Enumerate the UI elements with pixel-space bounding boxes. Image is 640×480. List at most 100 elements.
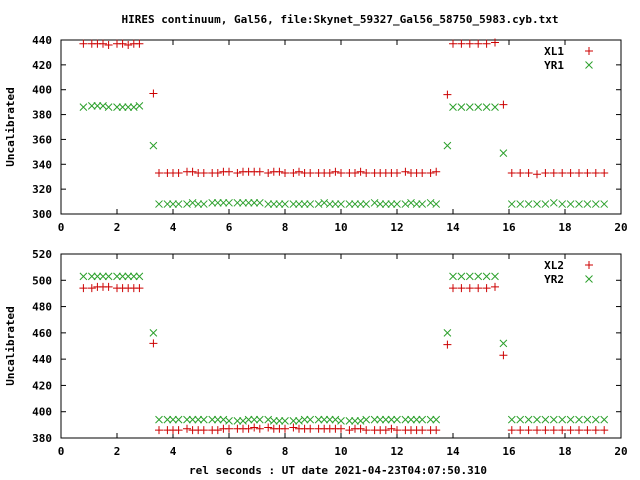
- data-point: [449, 272, 457, 281]
- data-point: [583, 200, 592, 208]
- data-point: [541, 426, 550, 435]
- data-point: [362, 426, 371, 435]
- data-point: [244, 424, 253, 433]
- data-point: [524, 426, 533, 435]
- data-point: [583, 426, 592, 435]
- data-point: [558, 168, 567, 177]
- data-point: [79, 103, 88, 111]
- data-point: [387, 424, 396, 433]
- data-point: [188, 415, 197, 424]
- data-point: [169, 200, 177, 208]
- top-panel: HIRES continuum, Gal56, file:Skynet_5932…: [4, 13, 628, 234]
- data-point: [306, 415, 315, 424]
- data-point: [387, 200, 396, 208]
- data-point: [474, 39, 483, 48]
- data-point: [524, 168, 533, 177]
- data-point: [457, 284, 466, 293]
- data-point: [250, 415, 259, 424]
- data-point: [351, 200, 359, 208]
- data-point: [183, 424, 191, 433]
- data-point: [300, 415, 309, 424]
- data-point: [149, 141, 158, 150]
- data-point: [183, 415, 191, 424]
- y-tick-label: 500: [32, 274, 52, 287]
- data-point: [457, 39, 466, 48]
- x-tick-label: 4: [170, 445, 177, 458]
- data-point: [135, 39, 144, 48]
- x-tick-label: 10: [334, 221, 347, 234]
- x-axis-label: rel seconds : UT date 2021-04-23T04:07:5…: [189, 464, 487, 477]
- data-point: [135, 284, 144, 293]
- y-axis-label: Uncalibrated: [4, 87, 17, 166]
- data-point: [432, 200, 441, 208]
- data-point: [124, 272, 133, 281]
- y-tick-label: 520: [32, 248, 52, 261]
- data-point: [255, 415, 264, 424]
- data-point: [113, 103, 121, 111]
- data-point: [401, 167, 410, 176]
- data-point: [482, 272, 491, 281]
- plot-frame: [60, 253, 622, 439]
- series-xl2: [79, 282, 609, 435]
- data-point: [393, 168, 401, 177]
- data-point: [549, 168, 558, 177]
- data-point: [457, 103, 466, 111]
- data-point: [591, 200, 600, 208]
- data-point: [337, 424, 345, 433]
- data-point: [533, 170, 541, 179]
- data-point: [87, 102, 96, 110]
- data-point: [449, 39, 457, 48]
- y-axis-label: Uncalibrated: [4, 306, 17, 385]
- data-point: [432, 426, 441, 435]
- data-point: [600, 168, 609, 177]
- x-tick-label: 12: [390, 445, 403, 458]
- data-point: [325, 168, 334, 177]
- data-point: [376, 200, 385, 208]
- data-point: [474, 272, 483, 281]
- data-point: [104, 282, 113, 291]
- data-point: [407, 415, 415, 424]
- data-point: [174, 168, 183, 177]
- legend-label: XL1: [544, 45, 564, 58]
- data-point: [499, 339, 508, 348]
- data-point: [426, 168, 435, 177]
- data-point: [507, 200, 516, 208]
- data-point: [426, 415, 435, 424]
- x-tick-label: 18: [558, 221, 571, 234]
- series-yr1: [79, 102, 609, 208]
- data-point: [264, 200, 273, 208]
- data-point: [250, 423, 259, 432]
- x-tick-label: 6: [226, 221, 233, 234]
- x-tick-label: 16: [502, 221, 516, 234]
- data-point: [516, 168, 525, 177]
- data-point: [499, 351, 508, 360]
- data-point: [499, 100, 508, 109]
- data-point: [93, 102, 102, 110]
- data-point: [583, 415, 592, 424]
- data-point: [225, 417, 233, 425]
- data-point: [295, 167, 303, 176]
- data-point: [213, 198, 222, 207]
- data-point: [443, 90, 452, 99]
- data-point: [558, 200, 567, 208]
- data-point: [491, 38, 499, 47]
- data-point: [558, 415, 567, 424]
- data-point: [281, 168, 289, 177]
- data-point: [281, 200, 289, 208]
- data-point: [244, 198, 253, 207]
- data-point: [331, 167, 340, 176]
- legend-marker: [585, 275, 593, 283]
- data-point: [129, 272, 138, 281]
- data-point: [213, 168, 222, 177]
- x-tick-label: 20: [614, 445, 627, 458]
- data-point: [208, 198, 217, 207]
- data-point: [418, 168, 427, 177]
- data-point: [549, 426, 558, 435]
- data-point: [482, 39, 491, 48]
- data-point: [566, 426, 575, 435]
- chart-title: HIRES continuum, Gal56, file:Skynet_5932…: [121, 13, 558, 26]
- data-point: [600, 200, 609, 208]
- data-point: [412, 415, 421, 424]
- data-point: [79, 272, 88, 281]
- bottom-panel: 0 2 4 6 8 10 12 14 16 18 20 380 400 420 440 460 480 500 52…: [4, 248, 628, 477]
